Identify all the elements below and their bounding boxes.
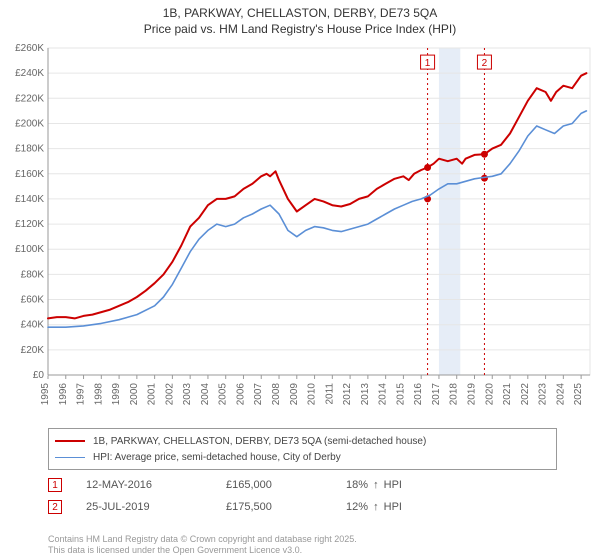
svg-text:£80K: £80K [21,269,45,280]
legend-label-1: 1B, PARKWAY, CHELLASTON, DERBY, DE73 5QA… [93,436,426,447]
svg-text:1997: 1997 [76,383,87,406]
svg-text:2009: 2009 [289,383,300,406]
sale-pct-2-val: 12% [346,501,371,513]
sale-date-1: 12-MAY-2016 [86,479,226,491]
sale-date-2: 25-JUL-2019 [86,501,226,513]
chart-title: 1B, PARKWAY, CHELLASTON, DERBY, DE73 5QA… [0,0,600,37]
footer-line-2: This data is licensed under the Open Gov… [48,545,357,556]
svg-text:1999: 1999 [111,383,122,406]
svg-text:£160K: £160K [15,169,44,180]
legend-swatch-2 [55,457,85,458]
chart-container: 1B, PARKWAY, CHELLASTON, DERBY, DE73 5QA… [0,0,600,560]
svg-text:2016: 2016 [413,383,424,406]
chart-plot-area: £0 £20K £40K £60K £80K £100K £120K £140K £160K £1… [0,40,600,420]
svg-text:2013: 2013 [360,383,371,406]
sale-marker-1: 1 [48,478,62,492]
sale-marker-1-num: 1 [52,480,58,491]
sale-price-1: £165,000 [226,479,346,491]
legend-swatch-1 [55,440,85,442]
svg-text:1998: 1998 [93,383,104,406]
svg-text:2017: 2017 [431,383,442,406]
svg-text:2: 2 [482,58,488,69]
svg-text:2023: 2023 [538,383,549,406]
svg-text:2012: 2012 [342,383,353,406]
svg-text:2011: 2011 [324,383,335,405]
svg-text:2018: 2018 [449,383,460,406]
svg-text:2003: 2003 [182,383,193,406]
sales-table: 1 12-MAY-2016 £165,000 18% HPI 2 25-JUL-… [48,474,543,518]
title-line-2: Price paid vs. HM Land Registry's House … [0,22,600,38]
sale-pct-2-suffix: HPI [381,501,402,513]
svg-text:2024: 2024 [555,383,566,406]
svg-text:2007: 2007 [253,383,264,406]
svg-text:£20K: £20K [21,345,45,356]
svg-text:£260K: £260K [15,43,44,54]
footer-line-1: Contains HM Land Registry data © Crown c… [48,534,357,545]
svg-text:2002: 2002 [164,383,175,406]
sale-price-2: £175,500 [226,501,346,513]
legend-item-1: 1B, PARKWAY, CHELLASTON, DERBY, DE73 5QA… [55,433,550,449]
sale-pct-2: 12% HPI [346,501,543,513]
svg-text:2022: 2022 [520,383,531,406]
sale-row-2: 2 25-JUL-2019 £175,500 12% HPI [48,496,543,518]
legend-label-2: HPI: Average price, semi-detached house,… [93,452,341,463]
svg-text:1: 1 [425,58,431,69]
svg-text:£220K: £220K [15,93,44,104]
svg-text:2014: 2014 [378,383,389,406]
svg-text:2019: 2019 [466,383,477,406]
title-line-1: 1B, PARKWAY, CHELLASTON, DERBY, DE73 5QA [0,6,600,22]
svg-text:2020: 2020 [484,383,495,406]
up-arrow-icon [371,479,381,491]
svg-text:2021: 2021 [502,383,513,406]
svg-text:2025: 2025 [573,383,584,406]
svg-text:£240K: £240K [15,68,44,79]
svg-text:£180K: £180K [15,144,44,155]
svg-text:2000: 2000 [129,383,140,406]
svg-text:1996: 1996 [58,383,69,406]
sale-pct-1-suffix: HPI [381,479,402,491]
sale-pct-1: 18% HPI [346,479,543,491]
svg-text:£100K: £100K [15,244,44,255]
svg-text:2006: 2006 [235,383,246,406]
svg-text:£200K: £200K [15,118,44,129]
footer-attribution: Contains HM Land Registry data © Crown c… [48,534,357,557]
svg-text:£0: £0 [33,370,45,381]
svg-text:2015: 2015 [395,383,406,406]
sale-row-1: 1 12-MAY-2016 £165,000 18% HPI [48,474,543,496]
chart-svg: £0 £20K £40K £60K £80K £100K £120K £140K £160K £1… [0,40,600,420]
svg-text:2004: 2004 [200,383,211,406]
legend-item-2: HPI: Average price, semi-detached house,… [55,449,550,465]
legend: 1B, PARKWAY, CHELLASTON, DERBY, DE73 5QA… [48,428,557,470]
svg-text:£120K: £120K [15,219,44,230]
svg-text:£140K: £140K [15,194,44,205]
svg-text:£40K: £40K [21,320,45,331]
svg-text:£60K: £60K [21,295,45,306]
svg-text:2010: 2010 [307,383,318,406]
up-arrow-icon [371,501,381,513]
svg-text:1995: 1995 [40,383,51,406]
svg-text:2001: 2001 [147,383,158,406]
sale-marker-2-num: 2 [52,502,58,513]
sale-marker-2: 2 [48,500,62,514]
svg-text:2005: 2005 [218,383,229,406]
sale-pct-1-val: 18% [346,479,371,491]
svg-text:2008: 2008 [271,383,282,406]
